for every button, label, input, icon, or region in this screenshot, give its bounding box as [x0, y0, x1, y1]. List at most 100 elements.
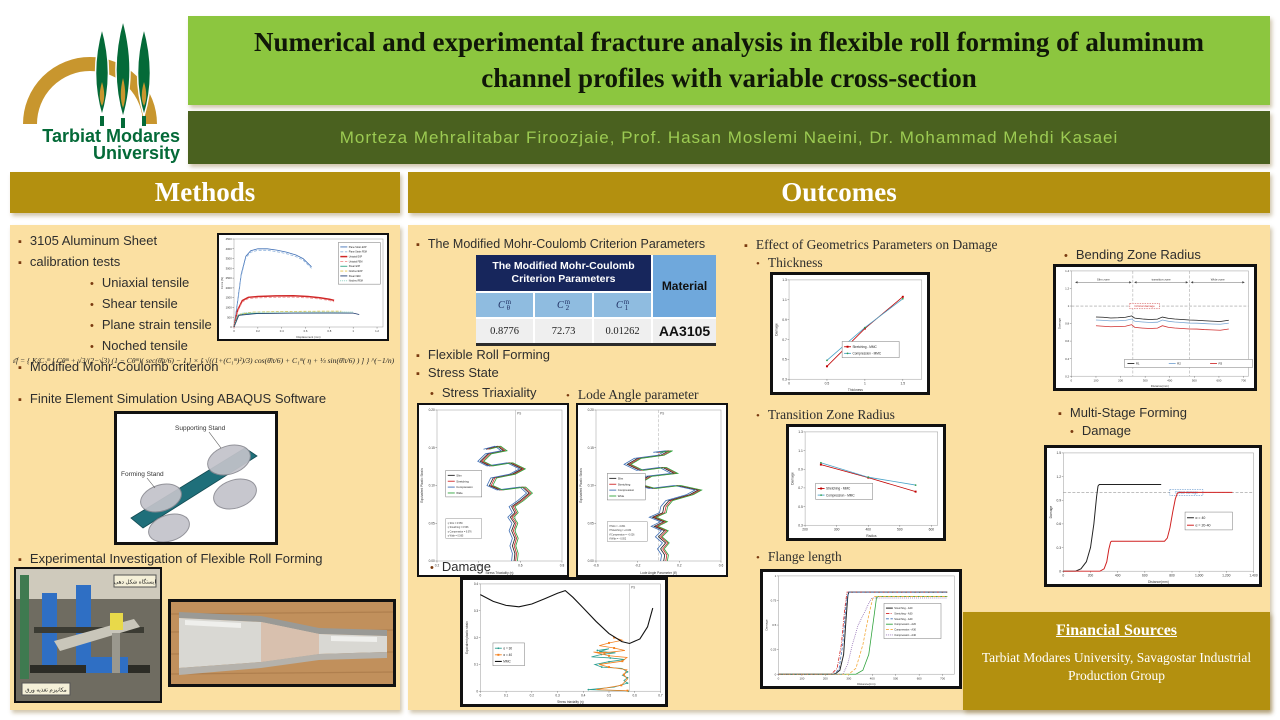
svg-text:0: 0: [778, 676, 780, 680]
svg-text:Compression - A30: Compression - A30: [894, 628, 916, 632]
svg-text:0.05: 0.05: [429, 521, 435, 525]
svg-text:500: 500: [893, 676, 898, 680]
square-bullet-icon: ▪: [1058, 408, 1062, 420]
square-bullet-icon: ▪: [18, 554, 22, 566]
bullet-label: Bending Zone Radius: [1075, 247, 1201, 262]
svg-text:0.4: 0.4: [581, 694, 586, 698]
svg-text:Damage: Damage: [1049, 506, 1053, 519]
svg-text:600: 600: [929, 528, 935, 532]
svg-text:0.3: 0.3: [782, 377, 787, 381]
bullet-label: Multi-Stage Forming: [1069, 405, 1187, 420]
material-value: AA3105: [653, 319, 716, 343]
svg-text:0.8: 0.8: [327, 329, 331, 333]
abaqus-simulation-figure: Supporting Stand Forming Stand: [114, 411, 278, 545]
svg-text:η Wide = 0.565: η Wide = 0.565: [448, 535, 464, 537]
bullet-label: Shear tensile: [101, 296, 178, 311]
svg-text:Slim: Slim: [456, 473, 462, 477]
svg-text:0.9: 0.9: [1056, 499, 1061, 503]
svg-text:0: 0: [1062, 574, 1064, 578]
methods-panel: ▪ 3105 Aluminum Sheet ▪ calibration tests …: [10, 225, 400, 710]
svg-text:Distance(mm): Distance(mm): [1148, 580, 1169, 584]
svg-text:1: 1: [352, 329, 354, 333]
svg-text:0.5: 0.5: [798, 505, 803, 509]
svg-text:300: 300: [834, 528, 840, 532]
svg-text:1.3: 1.3: [782, 278, 787, 282]
svg-text:500: 500: [897, 528, 903, 532]
svg-text:transition zone: transition zone: [1152, 278, 1171, 282]
svg-text:0: 0: [788, 382, 790, 386]
svg-text:0.7: 0.7: [658, 694, 663, 698]
svg-text:0.2: 0.2: [435, 563, 440, 567]
param-value: 72.73: [535, 319, 592, 343]
svg-text:Compression: Compression: [618, 488, 635, 492]
svg-text:0.9: 0.9: [798, 468, 803, 472]
svg-text:2000: 2000: [226, 286, 233, 290]
svg-text:1.2: 1.2: [375, 329, 379, 333]
svg-text:α = 20-40: α = 20-40: [1195, 524, 1210, 528]
svg-text:0.1: 0.1: [504, 694, 509, 698]
bending-zone-radius-chart: 0 100 200 300 400 500 600 700 0.2 0.4 0.6 0.8 1 1.2 1.…: [1053, 264, 1257, 391]
svg-text:0.3: 0.3: [798, 523, 803, 527]
logo-text-line2: University: [93, 143, 180, 163]
bullet-label: Damage: [1081, 423, 1131, 438]
svg-text:η Compression = 0.576: η Compression = 0.576: [448, 530, 473, 533]
svg-text:4500: 4500: [226, 237, 233, 241]
svg-text:1500: 1500: [226, 296, 233, 300]
mmc-formula: ε̄f = { K/C₂ᵐ [ Cθᵐ + √3/(2−√3) (1 − Cθᵐ…: [13, 356, 395, 365]
svg-text:3000: 3000: [226, 266, 233, 270]
bullet-label: Finite Element Simulation Using ABAQUS S…: [29, 391, 327, 406]
svg-text:Shear FEM: Shear FEM: [349, 275, 361, 278]
round-bullet-icon: •: [430, 562, 434, 574]
svg-text:0.3: 0.3: [474, 609, 479, 613]
svg-text:Equivalent Plastic Strain: Equivalent Plastic Strain: [579, 468, 583, 503]
bullet-label: Flexible Roll Forming: [427, 347, 550, 362]
svg-text:Compression - MMC: Compression - MMC: [852, 352, 881, 356]
svg-text:200: 200: [1118, 378, 1123, 382]
svg-text:1: 1: [864, 382, 866, 386]
svg-text:Equivalent plastic strain: Equivalent plastic strain: [465, 621, 469, 654]
svg-text:0: 0: [1059, 569, 1061, 573]
round-bullet-icon: •: [756, 410, 760, 422]
svg-text:0.5: 0.5: [772, 623, 776, 627]
svg-text:0.2: 0.2: [474, 636, 479, 640]
round-bullet-icon: •: [1070, 426, 1074, 438]
round-bullet-icon: •: [430, 388, 434, 400]
svg-text:0: 0: [476, 689, 478, 693]
forming-stand-label: Forming Stand: [121, 471, 164, 478]
svg-text:400: 400: [865, 528, 871, 532]
svg-text:100: 100: [1094, 378, 1099, 382]
bullet-label: Thickness: [767, 255, 823, 270]
svg-text:400: 400: [1167, 378, 1172, 382]
methods-bullet-list: ▪ 3105 Aluminum Sheet ▪ calibration tests …: [18, 231, 238, 378]
multi-stage-damage-chart: 0 200 400 600 800 1,000 1,200 1,400 0 0.3 0.6 0.9 1.…: [1044, 445, 1262, 587]
svg-text:0.5: 0.5: [607, 694, 612, 698]
svg-text:1.2: 1.2: [1056, 475, 1061, 479]
svg-text:Stretching - MMC: Stretching - MMC: [826, 487, 851, 491]
svg-text:0: 0: [1071, 378, 1073, 382]
svg-text:-0.6: -0.6: [593, 563, 599, 567]
financial-sources-title: Financial Sources: [1055, 622, 1178, 639]
thickness-damage-chart: 0 0.5 1 1.5 0.3 0.5 0.7 0.9 1.1 1.3 Thickness Damag…: [770, 272, 930, 395]
financial-sources-text: Tarbiat Modares University, Savagostar I…: [981, 650, 1252, 684]
roll-shapes: [140, 444, 257, 543]
svg-text:400: 400: [1115, 574, 1121, 578]
svg-text:1.1: 1.1: [798, 449, 803, 453]
svg-text:Thickness: Thickness: [848, 388, 863, 392]
svg-text:0.75: 0.75: [771, 599, 777, 603]
svg-text:400: 400: [870, 676, 875, 680]
square-bullet-icon: ▪: [416, 239, 420, 251]
svg-text:0.15: 0.15: [429, 446, 435, 450]
svg-text:1: 1: [775, 574, 777, 578]
svg-text:Wide: Wide: [456, 491, 463, 495]
bullet-label: Plane strain tensile: [101, 317, 212, 332]
outcomes-header: Outcomes: [408, 172, 1270, 213]
svg-text:200: 200: [1088, 574, 1094, 578]
logo-cypress-trees: [94, 17, 152, 128]
svg-text:0.6: 0.6: [633, 694, 638, 698]
svg-text:Stress Triaxiality (η): Stress Triaxiality (η): [486, 571, 514, 575]
svg-text:Wide zone: Wide zone: [1211, 278, 1225, 282]
svg-text:θ̄ Slim = −0.801: θ̄ Slim = −0.801: [609, 525, 626, 528]
svg-text:Lode Angle Parameter (θ̄): Lode Angle Parameter (θ̄): [640, 571, 677, 575]
svg-text:Wide: Wide: [618, 494, 625, 498]
